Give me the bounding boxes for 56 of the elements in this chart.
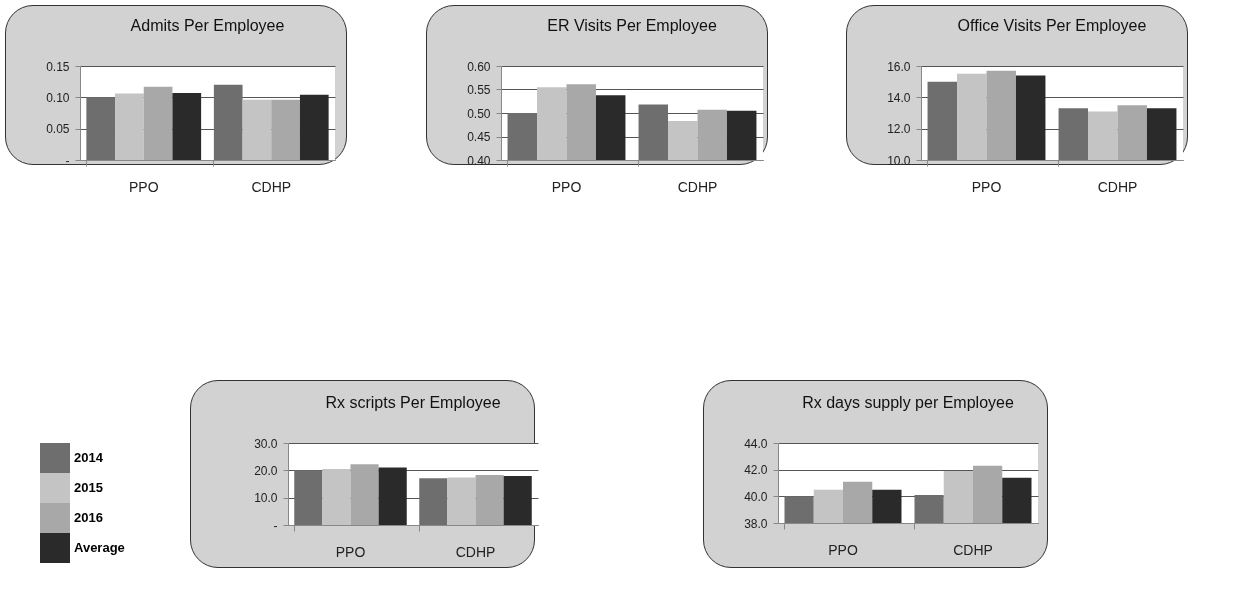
y-tick-label: 0.60 bbox=[467, 59, 491, 74]
y-tick-label: - bbox=[273, 518, 278, 533]
y-tick-label: 0.10 bbox=[46, 90, 70, 105]
y-tick-label: 0.45 bbox=[467, 130, 491, 144]
y-tick-label: 10.0 bbox=[254, 491, 278, 506]
chart-title: Rx scripts Per Employee bbox=[325, 394, 501, 411]
x-tick-label: CDHP bbox=[677, 178, 718, 195]
bar bbox=[475, 474, 504, 525]
legend-label: Average bbox=[74, 540, 125, 555]
y-tick-label: 16.0 bbox=[887, 59, 911, 74]
bar bbox=[294, 470, 323, 525]
bar bbox=[503, 476, 532, 525]
y-tick-label: - bbox=[65, 153, 70, 168]
y-tick-label: 0.55 bbox=[467, 83, 491, 97]
bar bbox=[143, 86, 173, 160]
y-tick-label: 38.0 bbox=[744, 516, 768, 531]
bar bbox=[213, 84, 243, 160]
bar bbox=[86, 97, 116, 160]
y-tick-label: 12.0 bbox=[887, 122, 911, 137]
y-tick-label: 0.05 bbox=[46, 122, 70, 137]
x-tick-label: PPO bbox=[828, 541, 858, 558]
bar bbox=[242, 99, 272, 160]
chart-title: ER Visits Per Employee bbox=[547, 17, 717, 34]
chart-title: Rx days supply per Employee bbox=[802, 394, 1014, 411]
legend-label: 2016 bbox=[74, 510, 103, 525]
y-tick-label: 30.0 bbox=[254, 436, 278, 451]
bar bbox=[419, 478, 448, 525]
y-tick-label: 44.0 bbox=[744, 436, 768, 451]
y-tick-label: 40.0 bbox=[744, 489, 768, 504]
bar bbox=[271, 99, 300, 160]
y-tick-label: 0.50 bbox=[467, 106, 491, 121]
y-tick-label: 0.15 bbox=[46, 59, 70, 74]
y-tick-label: 42.0 bbox=[744, 463, 768, 478]
x-tick-label: CDHP bbox=[251, 178, 292, 195]
bar bbox=[350, 464, 379, 525]
legend-label: 2014 bbox=[74, 450, 104, 465]
bar bbox=[322, 468, 351, 525]
bar bbox=[299, 94, 329, 160]
y-tick-label: 14.0 bbox=[887, 90, 911, 105]
y-tick-label: 0.40 bbox=[467, 153, 491, 168]
x-tick-label: PPO bbox=[551, 178, 582, 195]
bar bbox=[378, 467, 407, 525]
bar bbox=[115, 93, 144, 160]
y-tick-label: 20.0 bbox=[254, 463, 278, 478]
y-tick-label: 10.0 bbox=[887, 153, 911, 168]
chart-title: Office Visits Per Employee bbox=[957, 17, 1147, 34]
x-tick-label: PPO bbox=[128, 178, 159, 195]
x-tick-label: PPO bbox=[335, 543, 366, 560]
x-tick-label: CDHP bbox=[1097, 178, 1138, 195]
chart-title: Admits Per Employee bbox=[130, 17, 285, 34]
bar bbox=[447, 477, 476, 525]
legend-label: 2015 bbox=[74, 480, 103, 495]
x-tick-label: CDHP bbox=[455, 543, 496, 560]
x-tick-label: PPO bbox=[971, 178, 1002, 195]
bar bbox=[172, 92, 202, 160]
x-tick-label: CDHP bbox=[953, 541, 993, 558]
